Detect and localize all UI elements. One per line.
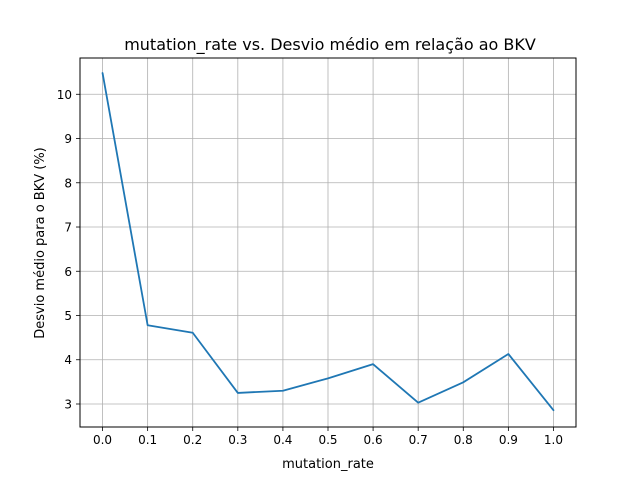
- grid-lines: [80, 58, 576, 427]
- series-line: [101, 72, 555, 412]
- y-tick-label: 10: [57, 88, 72, 102]
- y-tick-label: 9: [64, 132, 72, 146]
- x-tick-label: 0.9: [499, 433, 518, 447]
- x-tick-label: 0.8: [454, 433, 473, 447]
- y-tick-label: 4: [64, 353, 72, 367]
- series-layer: [101, 72, 555, 412]
- x-tick-label: 0.0: [93, 433, 112, 447]
- y-tick-label: 8: [64, 176, 72, 190]
- y-tick-label: 6: [64, 265, 72, 279]
- x-axis-ticks: 0.0 0.1 0.2 0.3 0.4 0.5 0.6 0.7 0.8 0.9 1.0: [93, 427, 563, 447]
- x-tick-label: 1.0: [544, 433, 563, 447]
- y-tick-label: 5: [64, 309, 72, 323]
- y-tick-label: 7: [64, 221, 72, 235]
- y-tick-label: 3: [64, 397, 72, 411]
- chart-title: mutation_rate vs. Desvio médio em relaçã…: [124, 35, 536, 55]
- x-tick-label: 0.3: [228, 433, 247, 447]
- x-tick-label: 0.5: [318, 433, 337, 447]
- x-axis-label: mutation_rate: [282, 457, 374, 472]
- x-tick-label: 0.7: [409, 433, 428, 447]
- y-axis-label: Desvio médio para o BKV (%): [33, 147, 48, 339]
- x-tick-label: 0.1: [138, 433, 157, 447]
- x-tick-label: 0.4: [273, 433, 292, 447]
- y-axis-ticks: 3 4 5 6 7 8 9 10: [57, 88, 80, 411]
- x-tick-label: 0.6: [364, 433, 383, 447]
- x-tick-label: 0.2: [183, 433, 202, 447]
